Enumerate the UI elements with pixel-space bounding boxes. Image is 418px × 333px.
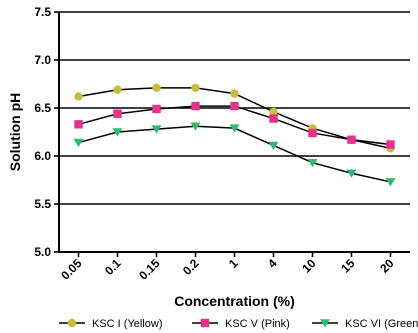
data-point (73, 138, 84, 148)
data-point (308, 128, 317, 138)
legend-item: KSC V (Pink) (192, 318, 290, 330)
data-point (347, 135, 356, 144)
data-point (191, 101, 200, 111)
legend-marker (200, 318, 210, 328)
x-tick-label: 0.2 (180, 256, 202, 278)
y-tick-label: 6.5 (34, 101, 51, 115)
data-point (74, 92, 83, 101)
x-tick-label: 15 (338, 256, 358, 276)
legend-label: KSC VI (Green) (345, 318, 418, 330)
data-point (229, 124, 240, 133)
series-2 (74, 101, 395, 149)
series-3 (73, 122, 396, 187)
data-point (386, 140, 395, 149)
y-axis-ticks: 5.0 5.5 6.0 6.5 7.0 7.5 (34, 5, 59, 259)
data-point (385, 178, 396, 187)
data-point (151, 125, 162, 134)
x-tick-label: 0.1 (102, 256, 124, 278)
x-axis-title: Concentration (%) (174, 293, 295, 309)
data-point (113, 85, 122, 94)
y-axis-title: Solution pH (7, 93, 23, 172)
data-point (112, 128, 123, 137)
data-point (113, 109, 122, 118)
data-point (230, 101, 239, 111)
data-point (230, 89, 239, 98)
series-1 (74, 83, 395, 153)
data-point (152, 104, 161, 114)
data-point (152, 83, 161, 93)
y-tick-label: 6.0 (34, 149, 51, 163)
data-point (269, 107, 278, 117)
legend-item: KSC I (Yellow) (59, 318, 163, 330)
data-point (268, 141, 279, 150)
legend: KSC I (Yellow) KSC V (Pink) KSC VI (Green) (59, 318, 418, 330)
series-line (78, 125, 391, 183)
y-tick-label: 7.5 (34, 5, 51, 19)
legend-label: KSC V (Pink) (225, 318, 290, 330)
y-tick-label: 5.5 (34, 197, 51, 211)
data-point (269, 114, 278, 123)
x-tick-label: 20 (377, 256, 397, 276)
y-tick-label: 5.0 (34, 245, 51, 259)
legend-item: KSC VI (Green) (312, 318, 418, 330)
legend-marker (67, 318, 77, 328)
legend-label: KSC I (Yellow) (92, 318, 163, 330)
x-tick-label: 0.15 (136, 256, 163, 283)
data-point (346, 169, 357, 178)
x-tick-label: 1 (226, 256, 241, 271)
y-tick-label: 7.0 (34, 53, 51, 67)
x-tick-label: 10 (299, 256, 319, 276)
series-group (73, 83, 396, 187)
x-tick-label: 0.05 (58, 256, 85, 283)
x-tick-label: 4 (265, 256, 280, 271)
x-axis-ticks: 0.05 0.1 0.15 0.2 1 4 10 15 20 (58, 252, 397, 283)
data-point (190, 122, 201, 131)
data-point (307, 158, 318, 168)
data-point (191, 83, 200, 93)
data-point (74, 120, 83, 129)
legend-marker (320, 319, 330, 328)
